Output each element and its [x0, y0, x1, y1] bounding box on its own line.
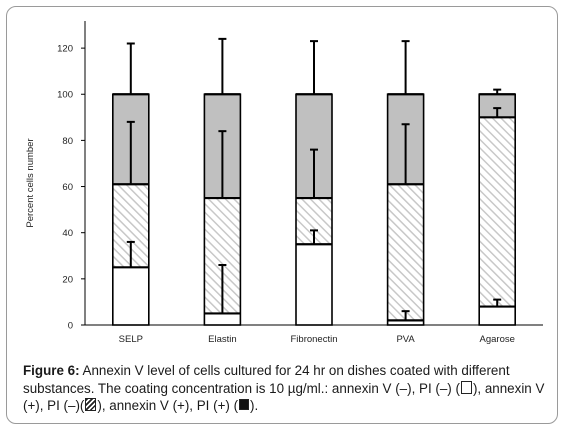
bar-segment: [296, 244, 332, 325]
caption-text-3: ), annexin V (+), PI (+) (: [97, 398, 239, 414]
bar-segment: [479, 306, 516, 325]
bar-segment: [387, 184, 424, 321]
black-swatch-icon: [239, 399, 250, 411]
y-tick-label: 100: [57, 90, 73, 101]
caption-text-4: ).: [250, 398, 259, 414]
bar-segment: [387, 320, 424, 325]
x-tick-label: Fibronectin: [291, 334, 338, 345]
stacked-bar-chart: 0 20 40 60 80 100 120 SELP Elastin Fibronectin PV…: [25, 21, 543, 345]
x-tick-label: PVA: [396, 334, 415, 345]
figure-caption: Figure 6: Annexin V level of cells cultu…: [23, 362, 551, 415]
y-tick-label: 80: [62, 136, 73, 147]
caption-label: Figure 6:: [23, 363, 80, 378]
white-swatch-icon: [460, 380, 472, 394]
bar-segment: [479, 117, 516, 307]
y-axis-label: Percent cells number: [25, 138, 36, 227]
bar-segment: [479, 94, 516, 118]
y-tick-label: 60: [62, 182, 73, 193]
x-tick-label: Agarose: [480, 334, 515, 345]
x-tick-label: Elastin: [208, 334, 237, 345]
bar-segment: [112, 267, 149, 325]
figure-frame: 0 20 40 60 80 100 120 SELP Elastin Fibronectin PV…: [6, 6, 558, 424]
x-tick-label: SELP: [119, 334, 143, 345]
y-tick-label: 120: [57, 44, 73, 55]
caption-text-1: Annexin V level of cells cultured for 24…: [23, 363, 510, 396]
bar-segment: [204, 313, 241, 325]
y-tick-label: 0: [68, 321, 73, 332]
caption-text-2: ), annexin V (+), PI (–)(: [23, 380, 545, 414]
y-tick-label: 40: [62, 228, 73, 239]
y-tick-label: 20: [62, 274, 73, 285]
hatched-swatch-icon: [85, 398, 97, 412]
